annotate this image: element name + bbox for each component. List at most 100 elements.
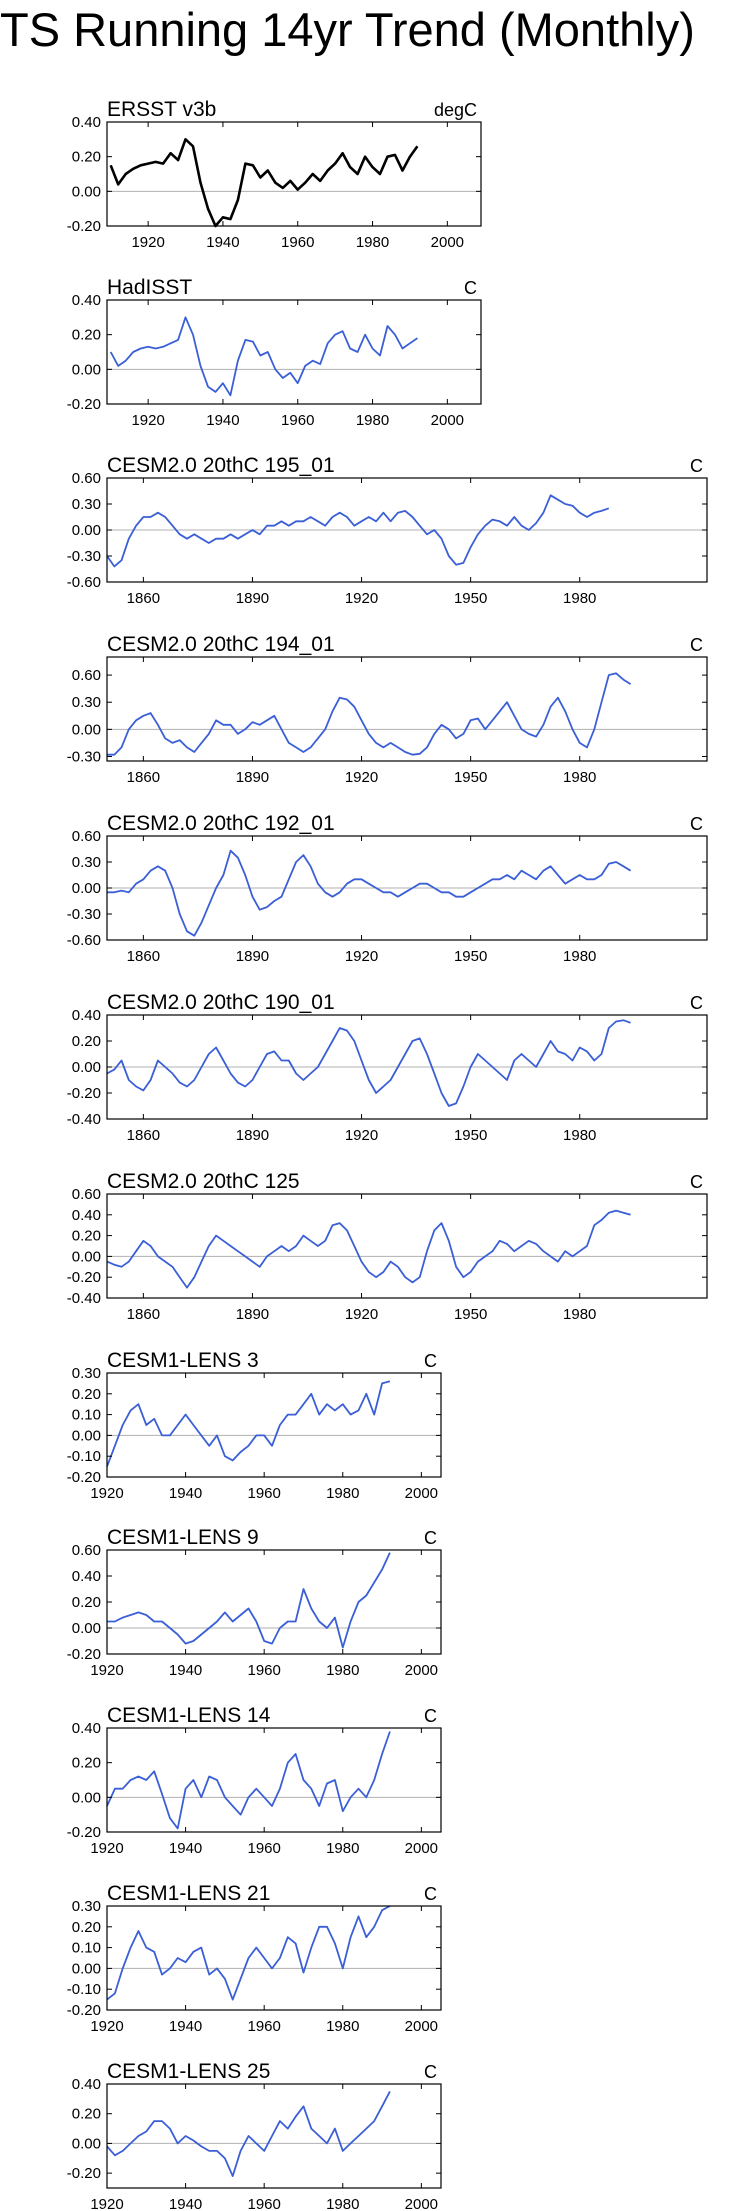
panel-6-x-tick-label: 1860 bbox=[127, 1127, 160, 1144]
panel-7-y-tick-label: 0.00 bbox=[72, 1248, 101, 1265]
panel-9-series-line bbox=[107, 1552, 391, 1649]
panel-8-x-tick-label: 1960 bbox=[247, 1485, 280, 1502]
panel-7-y-tick-label: 0.40 bbox=[72, 1207, 101, 1224]
panel-6-y-tick-label: 0.20 bbox=[72, 1033, 101, 1050]
panel-11-y-tick-label: 0.00 bbox=[72, 1960, 101, 1977]
panel-7-y-tick-label: -0.20 bbox=[67, 1269, 101, 1286]
panel-5-x-tick-label: 1950 bbox=[454, 948, 487, 965]
page-title: TS Running 14yr Trend (Monthly) bbox=[0, 3, 695, 56]
panel-5-title: CESM2.0 20thC 192_01 bbox=[107, 812, 335, 835]
panel-9-x-tick-label: 1920 bbox=[90, 1662, 123, 1679]
panel-1-x-tick-label: 1940 bbox=[206, 234, 239, 251]
panel-2-y-tick-label: 0.40 bbox=[72, 292, 101, 309]
panel-3-x-tick-label: 1950 bbox=[454, 590, 487, 607]
panel-4-y-tick-label: 0.30 bbox=[72, 694, 101, 711]
panel-1-x-tick-label: 1920 bbox=[131, 234, 164, 251]
panel-12-title: CESM1-LENS 25 bbox=[107, 2060, 270, 2083]
panel-10-y-tick-label: 0.40 bbox=[72, 1720, 101, 1737]
panel-2-unit: C bbox=[464, 278, 477, 298]
panel-6-x-tick-label: 1980 bbox=[563, 1127, 596, 1144]
panel-4-series-line bbox=[107, 672, 632, 756]
panel-7-frame bbox=[106, 1193, 708, 1299]
panel-2-x-tick-label: 1980 bbox=[356, 412, 389, 429]
panel-3-title: CESM2.0 20thC 195_01 bbox=[107, 454, 335, 477]
panel-2-y-tick-label: 0.20 bbox=[72, 327, 101, 344]
panel-9-y-tick-label: 0.60 bbox=[72, 1542, 101, 1559]
panel-9-title: CESM1-LENS 9 bbox=[107, 1526, 259, 1549]
panel-1-unit: degC bbox=[434, 100, 477, 120]
panel-4-unit: C bbox=[690, 635, 703, 655]
panel-4-x-tick-label: 1950 bbox=[454, 769, 487, 786]
panel-9-x-tick-label: 2000 bbox=[405, 1662, 438, 1679]
panel-1-y-tick-label: 0.00 bbox=[72, 183, 101, 200]
panel-2-title: HadISST bbox=[107, 276, 192, 299]
panel-5-y-tick-label: 0.60 bbox=[72, 828, 101, 845]
panel-12-y-tick-label: -0.20 bbox=[67, 2165, 101, 2182]
panel-10-y-tick-label: 0.20 bbox=[72, 1755, 101, 1772]
panel-11-y-tick-label: -0.20 bbox=[67, 2002, 101, 2019]
panel-11-x-tick-label: 1920 bbox=[90, 2018, 123, 2035]
panel-9-y-tick-label: -0.20 bbox=[67, 1646, 101, 1663]
panel-7-series-line bbox=[106, 1209, 631, 1289]
panel-10-series-line bbox=[106, 1731, 391, 1830]
panel-9-unit: C bbox=[424, 1528, 437, 1548]
panel-12-unit: C bbox=[424, 2062, 437, 2082]
panel-8-x-tick-label: 1940 bbox=[169, 1485, 202, 1502]
panel-7-y-tick-label: -0.40 bbox=[67, 1290, 101, 1307]
panel-12-y-tick-label: 0.20 bbox=[72, 2106, 101, 2123]
panel-10-x-tick-label: 1960 bbox=[247, 1840, 280, 1857]
panel-2-y-tick-label: 0.00 bbox=[72, 361, 101, 378]
panel-12-x-tick-label: 2000 bbox=[405, 2196, 438, 2211]
panel-12-x-tick-label: 1940 bbox=[169, 2196, 202, 2211]
panel-11-y-tick-label: 0.10 bbox=[72, 1940, 101, 1957]
panel-2-x-tick-label: 2000 bbox=[431, 412, 464, 429]
panel-9-x-tick-label: 1960 bbox=[247, 1662, 280, 1679]
panel-7-title: CESM2.0 20thC 125 bbox=[107, 1170, 300, 1193]
panel-11-x-tick-label: 1960 bbox=[247, 2018, 280, 2035]
panel-4-y-tick-label: 0.00 bbox=[72, 721, 101, 738]
panel-12-x-tick-label: 1960 bbox=[247, 2196, 280, 2211]
panel-2-y-tick-label: -0.20 bbox=[67, 396, 101, 413]
panel-9-y-tick-label: 0.20 bbox=[72, 1594, 101, 1611]
panel-7-y-tick-label: 0.20 bbox=[72, 1228, 101, 1245]
panel-10-y-tick-label: 0.00 bbox=[72, 1789, 101, 1806]
panel-4-x-tick-label: 1920 bbox=[345, 769, 378, 786]
panel-9-y-tick-label: 0.40 bbox=[72, 1568, 101, 1585]
panel-2-x-tick-label: 1960 bbox=[281, 412, 314, 429]
panel-5-x-tick-label: 1920 bbox=[345, 948, 378, 965]
panel-10-x-tick-label: 1940 bbox=[169, 1840, 202, 1857]
panel-1-frame bbox=[106, 121, 482, 227]
panel-2-series-line bbox=[109, 316, 418, 397]
panel-10-unit: C bbox=[424, 1706, 437, 1726]
panel-8-y-tick-label: -0.10 bbox=[67, 1448, 101, 1465]
panel-8-unit: C bbox=[424, 1351, 437, 1371]
panel-11-x-tick-label: 2000 bbox=[405, 2018, 438, 2035]
panel-4-x-tick-label: 1890 bbox=[236, 769, 269, 786]
panel-4-y-tick-label: -0.30 bbox=[67, 748, 101, 765]
panel-8-frame bbox=[106, 1372, 442, 1478]
panel-8-x-tick-label: 1980 bbox=[326, 1485, 359, 1502]
panel-1-y-tick-label: 0.40 bbox=[72, 114, 101, 131]
panel-5-y-tick-label: -0.60 bbox=[67, 932, 101, 949]
panel-3-y-tick-label: 0.60 bbox=[72, 470, 101, 487]
panel-1-x-tick-label: 1980 bbox=[356, 234, 389, 251]
panel-8-series-line bbox=[106, 1380, 391, 1467]
panel-3-x-tick-label: 1920 bbox=[345, 590, 378, 607]
panel-8-y-tick-label: 0.00 bbox=[72, 1427, 101, 1444]
panel-7-x-tick-label: 1980 bbox=[563, 1306, 596, 1323]
panel-6-y-tick-label: -0.20 bbox=[67, 1085, 101, 1102]
panel-1-title: ERSST v3b bbox=[107, 98, 216, 121]
panel-9-x-tick-label: 1940 bbox=[169, 1662, 202, 1679]
panel-5-x-tick-label: 1980 bbox=[563, 948, 596, 965]
panel-3-unit: C bbox=[690, 456, 703, 476]
panel-11-unit: C bbox=[424, 1884, 437, 1904]
panel-4-x-tick-label: 1980 bbox=[563, 769, 596, 786]
panel-5-x-tick-label: 1860 bbox=[127, 948, 160, 965]
panel-12-series-line bbox=[106, 2090, 391, 2178]
panel-7-y-tick-label: 0.60 bbox=[72, 1186, 101, 1203]
panel-6-y-tick-label: -0.40 bbox=[67, 1111, 101, 1128]
panel-8-y-tick-label: 0.20 bbox=[72, 1386, 101, 1403]
panel-7-x-tick-label: 1860 bbox=[127, 1306, 160, 1323]
panel-2-x-tick-label: 1920 bbox=[131, 412, 164, 429]
